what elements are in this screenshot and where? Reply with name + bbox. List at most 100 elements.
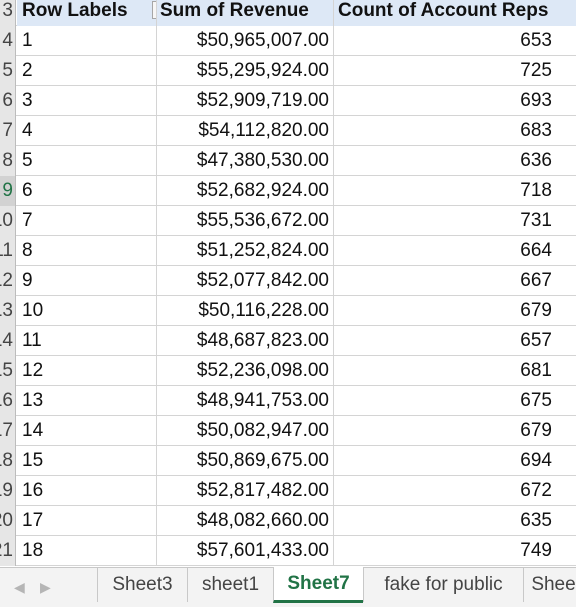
account-reps-cell[interactable]: 725 [520,60,552,81]
revenue-cell[interactable]: $50,116,228.00 [157,296,334,326]
row-label-cell[interactable]: 13 [17,386,157,416]
account-reps-cell[interactable]: 657 [520,330,552,351]
account-reps-cell[interactable]: 635 [520,510,552,531]
revenue-cell[interactable]: $52,236,098.00 [157,356,334,386]
table-row: 5 2 $55,295,924.00 725 [0,56,576,86]
row-number[interactable]: 20 [0,506,16,536]
table-row: 4 1 $50,965,007.00 653 [0,26,576,56]
pivot-table-grid: 3 Row Labels Sum of Revenue Count of Acc… [0,0,576,566]
row-number[interactable]: 17 [0,416,16,446]
filter-dropdown-icon[interactable] [152,1,156,19]
table-row: 118$51,252,824.00 664 [0,236,576,266]
row-label-cell[interactable]: 5 [17,146,157,176]
row-label-cell[interactable]: 16 [17,476,157,506]
row-label-cell[interactable]: 10 [17,296,157,326]
revenue-cell[interactable]: $51,252,824.00 [157,236,334,266]
sheet-tab-bar: ◀ ▶ Sheet3 sheet1 Sheet7 fake for public She… [0,567,576,607]
account-reps-cell[interactable]: 749 [520,540,552,561]
revenue-cell[interactable]: $52,909,719.00 [157,86,334,116]
row-number[interactable]: 15 [0,356,16,386]
table-row: 8 5 $47,380,530.00 636 [0,146,576,176]
revenue-cell[interactable]: $50,082,947.00 [157,416,334,446]
revenue-cell[interactable]: $55,536,672.00 [157,206,334,236]
account-reps-cell[interactable]: 718 [520,180,552,201]
revenue-cell[interactable]: $57,601,433.00 [157,536,334,566]
triangle-left-icon[interactable]: ◀ [14,579,25,595]
header-sum-of-revenue[interactable]: Sum of Revenue [157,0,334,26]
row-number[interactable]: 3 [0,0,16,26]
account-reps-cell[interactable]: 672 [520,480,552,501]
account-reps-cell[interactable]: 675 [520,390,552,411]
row-number[interactable]: 5 [0,56,16,86]
table-row: 9 6 $52,682,924.00 718 [0,176,576,206]
revenue-cell[interactable]: $48,941,753.00 [157,386,334,416]
row-label-cell[interactable]: 18 [17,536,157,566]
row-number[interactable]: 4 [0,26,16,56]
revenue-cell[interactable]: $48,687,823.00 [157,326,334,356]
account-reps-cell[interactable]: 664 [520,240,552,261]
row-number[interactable]: 12 [0,266,16,296]
row-label-cell[interactable]: 1 [17,26,157,56]
sheet-tab[interactable]: fake for public [363,568,523,602]
row-number[interactable]: 21 [0,536,16,566]
revenue-cell[interactable]: $52,682,924.00 [157,176,334,206]
account-reps-cell[interactable]: 731 [520,210,552,231]
row-label-cell[interactable]: 11 [17,326,157,356]
sheet-tab[interactable]: Shee [523,568,576,602]
row-number[interactable]: 8 [0,146,16,176]
row-label-cell[interactable]: 3 [17,86,157,116]
row-label-cell[interactable]: 4 [17,116,157,146]
table-row: 1411$48,687,823.00 657 [0,326,576,356]
row-number[interactable]: 9 [0,176,16,206]
row-label-cell[interactable]: 8 [17,236,157,266]
account-reps-cell[interactable]: 653 [520,30,552,51]
row-label-cell[interactable]: 6 [17,176,157,206]
header-count-of-account-reps[interactable]: Count of Account Reps [334,0,576,26]
sheet-tab[interactable]: Sheet3 [97,568,187,602]
row-number[interactable]: 7 [0,116,16,146]
revenue-cell[interactable]: $52,077,842.00 [157,266,334,296]
triangle-right-icon[interactable]: ▶ [40,579,51,595]
table-row: 1310$50,116,228.00 679 [0,296,576,326]
row-number[interactable]: 10 [0,206,16,236]
header-row-labels[interactable]: Row Labels [17,0,157,26]
account-reps-cell[interactable]: 667 [520,270,552,291]
table-row: 1714$50,082,947.00 679 [0,416,576,446]
table-row: 1815$50,869,675.00 694 [0,446,576,476]
row-label-cell[interactable]: 9 [17,266,157,296]
account-reps-cell[interactable]: 636 [520,150,552,171]
row-label-cell[interactable]: 7 [17,206,157,236]
row-number[interactable]: 13 [0,296,16,326]
row-label-cell[interactable]: 12 [17,356,157,386]
row-label-cell[interactable]: 17 [17,506,157,536]
account-reps-cell[interactable]: 694 [520,450,552,471]
sheet-tab[interactable]: sheet1 [187,568,273,602]
table-row: 2118$57,601,433.00 749 [0,536,576,566]
account-reps-cell[interactable]: 679 [520,420,552,441]
row-label-cell[interactable]: 2 [17,56,157,86]
table-row: 7 4 $54,112,820.00 683 [0,116,576,146]
row-number[interactable]: 19 [0,476,16,506]
account-reps-cell[interactable]: 693 [520,90,552,111]
revenue-cell[interactable]: $54,112,820.00 [157,116,334,146]
row-number[interactable]: 6 [0,86,16,116]
table-row: 1916$52,817,482.00 672 [0,476,576,506]
row-number[interactable]: 14 [0,326,16,356]
row-label-cell[interactable]: 15 [17,446,157,476]
account-reps-cell[interactable]: 681 [520,360,552,381]
table-row: 129$52,077,842.00 667 [0,266,576,296]
revenue-cell[interactable]: $47,380,530.00 [157,146,334,176]
account-reps-cell[interactable]: 683 [520,120,552,141]
row-label-cell[interactable]: 14 [17,416,157,446]
row-number[interactable]: 11 [0,236,16,266]
revenue-cell[interactable]: $50,965,007.00 [157,26,334,56]
row-number[interactable]: 16 [0,386,16,416]
revenue-cell[interactable]: $52,817,482.00 [157,476,334,506]
sheet-tab[interactable]: Sheet7 [273,567,363,603]
revenue-cell[interactable]: $55,295,924.00 [157,56,334,86]
revenue-cell[interactable]: $48,082,660.00 [157,506,334,536]
row-number[interactable]: 18 [0,446,16,476]
revenue-cell[interactable]: $50,869,675.00 [157,446,334,476]
account-reps-cell[interactable]: 679 [520,300,552,321]
